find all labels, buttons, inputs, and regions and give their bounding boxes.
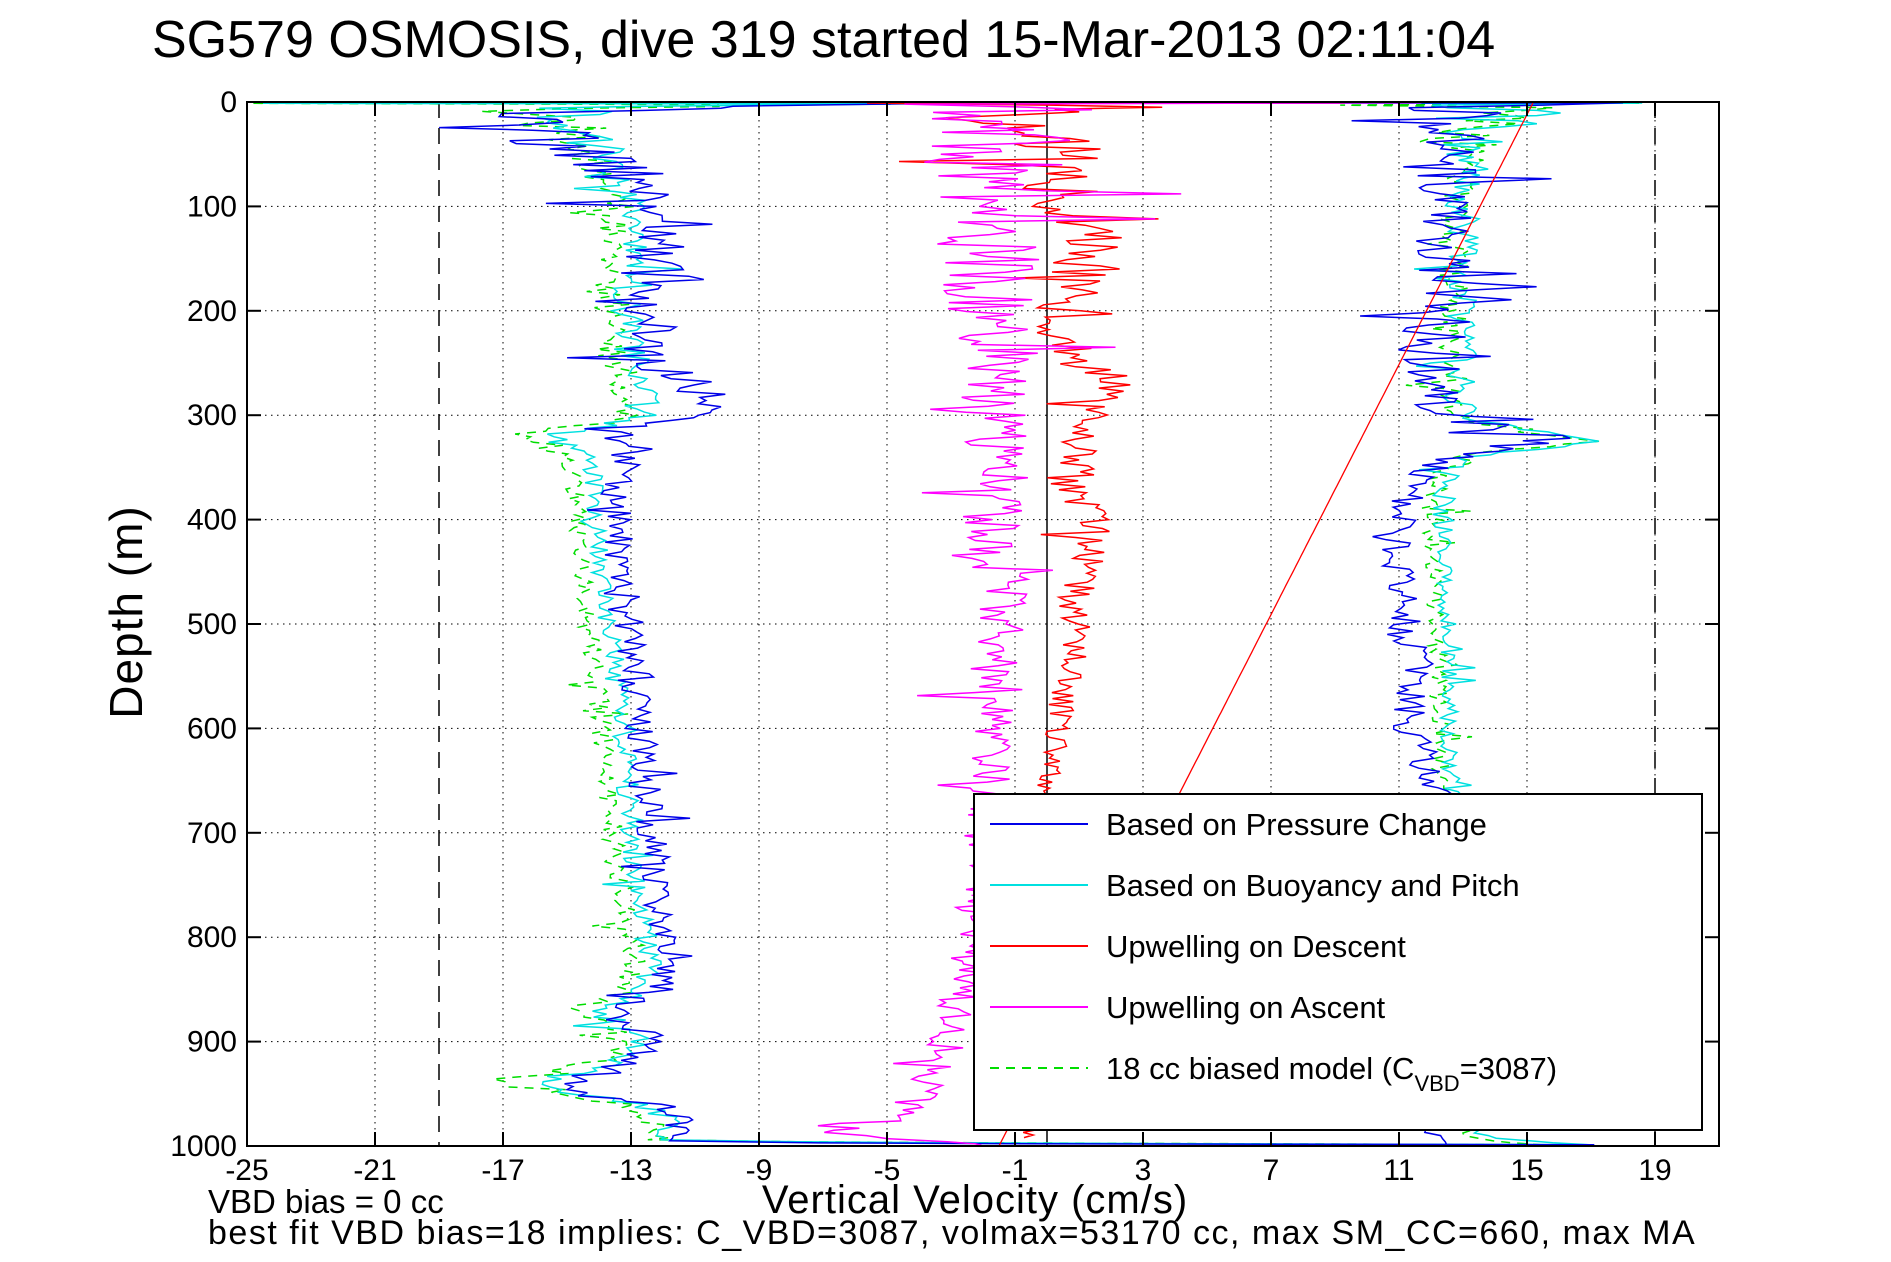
legend-entry-label: Based on Pressure Change <box>1106 807 1487 842</box>
series-5-line <box>817 102 1422 1147</box>
x-tick-label: 3 <box>1135 1154 1152 1187</box>
x-tick-label: -21 <box>353 1154 396 1187</box>
x-tick-label: -17 <box>481 1154 524 1187</box>
y-tick-label: 0 <box>220 86 237 119</box>
series-1-line <box>262 102 1643 1146</box>
x-tick-label: -9 <box>746 1154 773 1187</box>
x-axis-label: Vertical Velocity (cm/s) <box>761 1178 1189 1222</box>
y-tick-label: 400 <box>187 504 237 537</box>
y-tick-label: 700 <box>187 817 237 850</box>
x-tick-label: -25 <box>225 1154 268 1187</box>
x-tick-label: 11 <box>1383 1154 1414 1187</box>
x-tick-label: -1 <box>1002 1154 1029 1187</box>
best-fit-annotation: best fit VBD bias=18 implies: C_VBD=3087… <box>208 1214 1697 1252</box>
y-tick-label: 200 <box>187 295 237 328</box>
y-tick-label: 300 <box>187 399 237 432</box>
y-tick-label: 600 <box>187 712 237 745</box>
y-axis-label: Depth (m) <box>100 505 152 719</box>
legend-entry-label: Based on Buoyancy and Pitch <box>1106 868 1520 903</box>
y-tick-label: 1000 <box>170 1130 237 1163</box>
y-tick-label: 500 <box>187 608 237 641</box>
legend-entry-label: Upwelling on Descent <box>1106 929 1406 964</box>
series-0-line <box>250 102 1640 1146</box>
y-tick-label: 900 <box>187 1026 237 1059</box>
vbd-bias-annotation: VBD bias = 0 cc <box>208 1183 444 1220</box>
legend-entry-label: Upwelling on Ascent <box>1106 990 1386 1025</box>
series-2-line <box>439 102 1624 1146</box>
x-tick-label: 7 <box>1263 1154 1280 1187</box>
legend-entry-label: 18 cc biased model (CVBD=3087) <box>1106 1051 1557 1096</box>
x-tick-label: 15 <box>1510 1154 1543 1187</box>
x-tick-label: -13 <box>609 1154 652 1187</box>
y-tick-label: 100 <box>187 190 237 223</box>
y-tick-label: 800 <box>187 921 237 954</box>
x-tick-label: 19 <box>1638 1154 1671 1187</box>
x-tick-label: -5 <box>874 1154 901 1187</box>
plot-title: SG579 OSMOSIS, dive 319 started 15-Mar-2… <box>152 11 1496 69</box>
legend-box <box>973 793 1703 1131</box>
